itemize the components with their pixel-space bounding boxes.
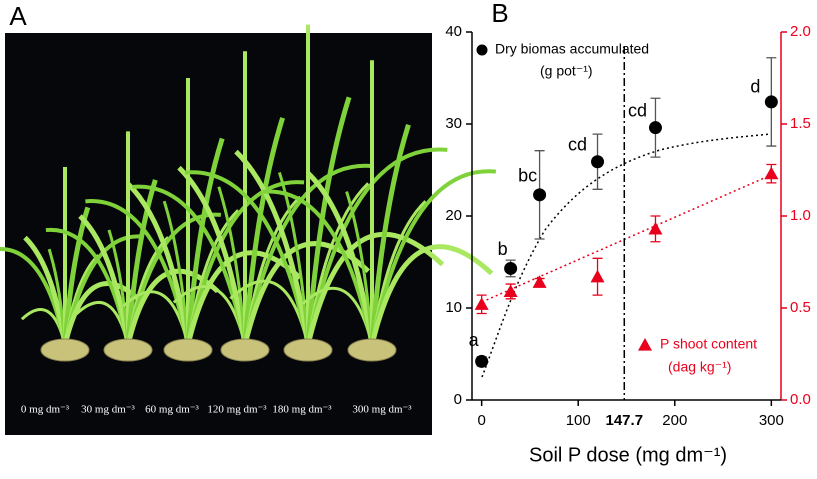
significance-letter: cd bbox=[628, 100, 647, 120]
photo-caption: 180 mg dm⁻³ bbox=[272, 404, 332, 416]
x-axis-title: Soil P dose (mg dm⁻¹) bbox=[529, 444, 727, 466]
y-tick-label: 30 bbox=[445, 115, 462, 132]
y-tick-label: 0 bbox=[454, 391, 462, 408]
threshold-label: 147.7 bbox=[606, 412, 644, 429]
pot bbox=[40, 338, 90, 362]
pot bbox=[283, 338, 333, 362]
y2-tick-label: 1.5 bbox=[790, 115, 811, 132]
significance-letter: d bbox=[750, 77, 760, 97]
data-point bbox=[591, 155, 605, 169]
x-tick-label: 200 bbox=[662, 412, 687, 429]
legend-unit: (dag kg⁻¹) bbox=[668, 359, 731, 375]
legend-unit: (g pot⁻¹) bbox=[540, 63, 593, 79]
leaf bbox=[370, 169, 497, 346]
data-point bbox=[590, 269, 605, 283]
x-tick-label: 0 bbox=[477, 412, 485, 429]
legend-marker bbox=[638, 338, 652, 351]
legend-label: Dry biomas accumulated bbox=[495, 41, 649, 57]
data-point bbox=[475, 354, 489, 368]
fit-line bbox=[481, 174, 772, 303]
pot bbox=[103, 338, 153, 362]
photo-caption: 30 mg dm⁻³ bbox=[81, 404, 135, 416]
leaf bbox=[243, 163, 373, 346]
photo-caption: 300 mg dm⁻³ bbox=[352, 404, 412, 416]
panel-label: A bbox=[9, 1, 27, 31]
data-point bbox=[503, 284, 518, 298]
leaf bbox=[125, 179, 158, 346]
legend-marker bbox=[476, 44, 488, 56]
leaf bbox=[184, 170, 310, 346]
significance-letter: b bbox=[498, 239, 508, 259]
leaf bbox=[306, 171, 375, 346]
y-tick-label: 20 bbox=[445, 207, 462, 224]
data-point bbox=[648, 221, 663, 235]
leaf bbox=[277, 171, 310, 346]
data-point bbox=[764, 95, 778, 109]
y-tick-label: 10 bbox=[445, 299, 462, 316]
leaf bbox=[369, 124, 411, 346]
y2-tick-label: 1.0 bbox=[790, 207, 811, 224]
significance-letter: a bbox=[469, 330, 480, 350]
legend-label: P shoot content bbox=[660, 336, 757, 352]
y-tick-label: 40 bbox=[445, 23, 462, 40]
leaf bbox=[78, 214, 131, 346]
leaf bbox=[126, 181, 191, 346]
leaf bbox=[234, 149, 311, 346]
leaf bbox=[305, 232, 445, 346]
significance-letter: bc bbox=[518, 166, 537, 186]
pot bbox=[163, 338, 213, 362]
fit-curve bbox=[481, 133, 772, 378]
panel-label: B bbox=[491, 0, 508, 28]
plants bbox=[0, 24, 497, 362]
leaf bbox=[305, 96, 352, 346]
data-point bbox=[648, 121, 662, 135]
data-point bbox=[474, 297, 489, 310]
photo-caption: 60 mg dm⁻³ bbox=[145, 404, 199, 416]
significance-letter: cd bbox=[568, 134, 587, 154]
y2-tick-label: 0.0 bbox=[790, 391, 811, 408]
photo-caption: 0 mg dm⁻³ bbox=[21, 404, 70, 416]
data-point bbox=[764, 166, 779, 180]
pot bbox=[347, 338, 397, 362]
photo-caption: 120 mg dm⁻³ bbox=[207, 404, 267, 416]
x-tick-label: 300 bbox=[759, 412, 784, 429]
leaf bbox=[306, 147, 448, 346]
data-point bbox=[532, 275, 547, 288]
x-tick-label: 100 bbox=[566, 412, 591, 429]
data-point bbox=[504, 261, 518, 275]
leaf bbox=[177, 165, 248, 346]
pot bbox=[220, 338, 270, 362]
y2-tick-label: 0.5 bbox=[790, 299, 811, 316]
data-point bbox=[533, 188, 547, 202]
y2-tick-label: 2.0 bbox=[790, 23, 811, 40]
